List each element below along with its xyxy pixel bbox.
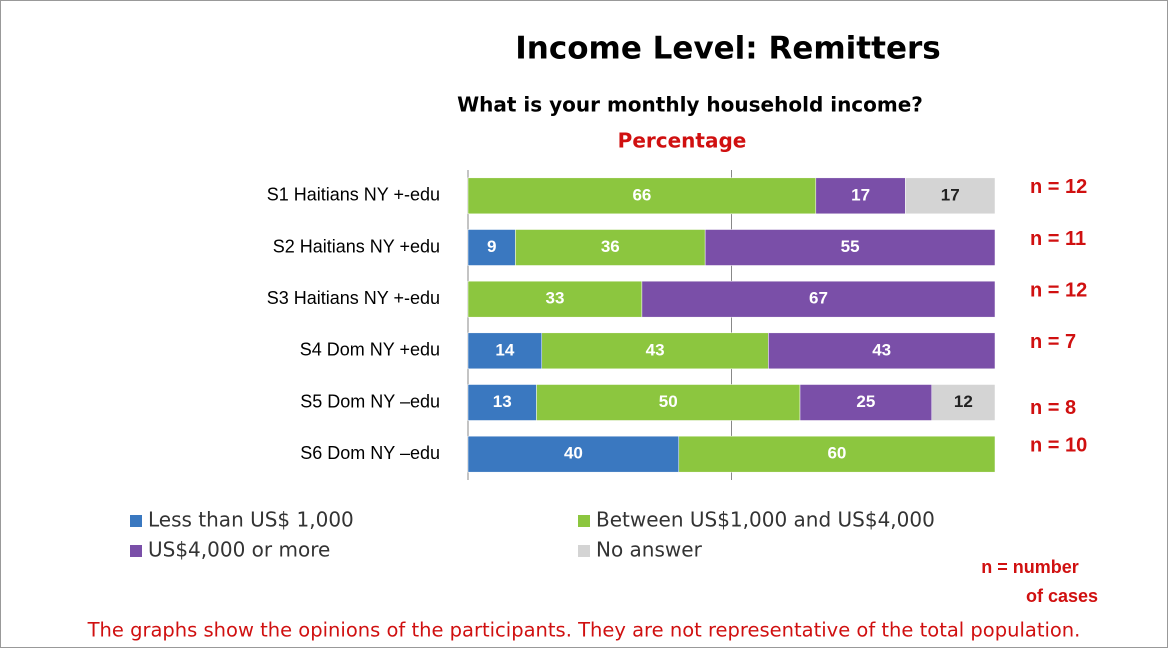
- value-label: 17: [941, 185, 960, 204]
- n-label: n = 11: [1030, 228, 1086, 250]
- bar-segment: [799, 384, 933, 421]
- value-label: 9: [487, 237, 496, 256]
- legend-swatch: [578, 515, 590, 527]
- n-label: n = 7: [1030, 331, 1076, 353]
- value-label: 67: [809, 289, 828, 308]
- legend-label: Between US$1,000 and US$4,000: [596, 508, 935, 532]
- legend-swatch: [130, 545, 142, 557]
- legend-label: No answer: [596, 538, 703, 562]
- value-label: 60: [827, 444, 846, 463]
- chart-subtitle: What is your monthly household income?: [457, 93, 923, 117]
- value-label: 33: [545, 289, 564, 308]
- n-label: n = 10: [1030, 434, 1087, 456]
- chart-title: Income Level: Remitters: [515, 31, 940, 67]
- bar-segment: [467, 435, 680, 473]
- n-label: n = 12: [1030, 176, 1087, 198]
- note: The graphs show the opinions of the part…: [87, 619, 1081, 642]
- footnote: n = number of cases: [981, 557, 1098, 606]
- bar-segment: [905, 177, 996, 215]
- n-label: n = 12: [1030, 279, 1087, 301]
- category-label: S5 Dom NY –edu: [300, 391, 440, 411]
- value-label: 17: [851, 185, 870, 204]
- bar-segment: [467, 384, 537, 421]
- bar-segment: [536, 384, 801, 421]
- category-label: S3 Haitians NY +-edu: [267, 288, 440, 308]
- bar-segment: [467, 177, 817, 215]
- bar-segment: [541, 332, 769, 370]
- bar-segment: [704, 229, 996, 266]
- axis-label: Percentage: [618, 129, 747, 153]
- value-label: 43: [872, 340, 891, 359]
- value-label: 14: [495, 340, 514, 359]
- value-label: 12: [954, 392, 973, 411]
- value-label: 55: [841, 237, 860, 256]
- legend-swatch: [130, 515, 142, 527]
- value-label: 43: [646, 340, 665, 359]
- bar-segment: [768, 332, 996, 370]
- category-label: S4 Dom NY +edu: [300, 340, 440, 360]
- bar-segment: [931, 384, 996, 421]
- value-label: 13: [493, 392, 512, 411]
- category-label: S2 Haitians NY +edu: [273, 236, 440, 256]
- bar-segment: [815, 177, 906, 215]
- value-label: 66: [632, 185, 651, 204]
- n-label: n = 8: [1030, 397, 1076, 419]
- value-label: 36: [601, 237, 620, 256]
- legend-label: US$4,000 or more: [148, 538, 330, 562]
- legend-label: Less than US$ 1,000: [148, 508, 354, 532]
- value-label: 40: [564, 444, 583, 463]
- value-label: 50: [659, 392, 678, 411]
- bar-segment: [641, 280, 996, 318]
- bar-segment: [467, 280, 643, 318]
- category-label: S6 Dom NY –edu: [300, 443, 440, 463]
- legend-swatch: [578, 545, 590, 557]
- bar-segment: [515, 229, 706, 266]
- category-label: S1 Haitians NY +-edu: [267, 185, 440, 205]
- bar-segment: [678, 435, 996, 473]
- value-label: 25: [856, 392, 875, 411]
- bar-segment: [467, 332, 543, 370]
